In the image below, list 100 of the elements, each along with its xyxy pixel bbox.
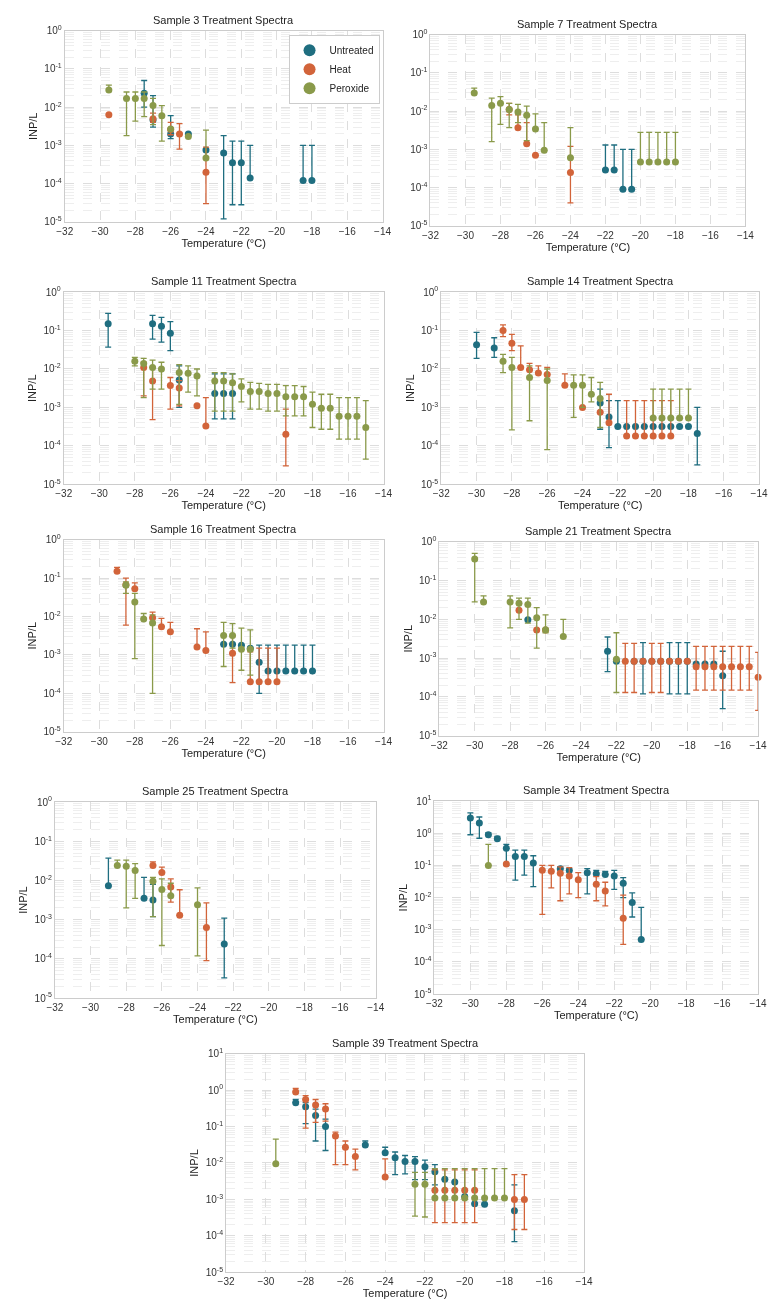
y-tick-label: 10$^{-2}$ <box>34 873 53 886</box>
x-tick-label: −22 <box>605 998 624 1010</box>
x-tick-label: −14 <box>575 1276 593 1288</box>
x-tick-label: −30 <box>257 1276 275 1288</box>
x-tick-label: −14 <box>367 1002 385 1014</box>
y-tick-label: 10$^{-2}$ <box>205 1156 224 1169</box>
x-tick-label: −26 <box>153 1002 171 1014</box>
x-tick-label: −32 <box>55 735 73 747</box>
x-tick-label: −24 <box>574 488 592 500</box>
y-tick-label: 10$^{-5}$ <box>44 215 62 228</box>
y-tick-label: 10$^{-1}$ <box>418 573 437 586</box>
y-tick-label: 10$^{1}$ <box>208 1046 224 1060</box>
legend-label: Untreated <box>329 45 374 57</box>
x-tick-label: −28 <box>126 488 144 500</box>
x-tick-label: −30 <box>82 1002 100 1014</box>
y-tick-label: 10$^{-1}$ <box>34 834 53 847</box>
x-tick-label: −20 <box>268 488 286 500</box>
y-tick-label: 10$^{0}$ <box>45 532 61 546</box>
y-tick-label: 10$^{-3}$ <box>420 400 439 413</box>
y-tick-label: 10$^{-2}$ <box>43 609 61 623</box>
y-tick-label: 10$^{-1}$ <box>414 858 432 871</box>
x-axis-title: Temperature (°C) <box>557 499 643 512</box>
y-tick-label: 10$^{0}$ <box>46 24 62 37</box>
x-tick-label: −20 <box>268 735 286 747</box>
y-tick-label: 10$^{-4}$ <box>205 1229 224 1242</box>
x-tick-label: −16 <box>338 225 357 237</box>
x-tick-label: −20 <box>641 998 660 1010</box>
y-tick-label: 10$^{-1}$ <box>43 571 61 584</box>
x-tick-label: −22 <box>232 735 251 747</box>
x-tick-label: −18 <box>678 739 697 751</box>
x-tick-label: −22 <box>416 1276 434 1288</box>
x-tick-label: −16 <box>713 998 732 1010</box>
x-tick-label: −32 <box>55 488 73 500</box>
legend-label: Heat <box>329 64 351 76</box>
x-tick-label: −26 <box>162 225 180 237</box>
y-tick-label: 10$^{-5}$ <box>418 729 437 742</box>
x-tick-label: −20 <box>631 229 650 241</box>
y-tick-label: 10$^{0}$ <box>423 285 439 298</box>
x-tick-label: −30 <box>90 488 109 500</box>
x-tick-label: −18 <box>303 735 322 747</box>
y-tick-label: 10$^{-3}$ <box>34 913 53 926</box>
y-axis-title: INP/L <box>26 374 39 402</box>
y-axis-title: INP/L <box>26 621 39 650</box>
x-tick-label: −26 <box>526 229 545 241</box>
y-tick-label: 10$^{-4}$ <box>410 180 428 194</box>
y-tick-label: 10$^{-5}$ <box>420 477 439 490</box>
x-tick-label: −28 <box>117 1002 136 1014</box>
x-tick-label: −28 <box>503 488 521 500</box>
y-tick-label: 10$^{-4}$ <box>44 176 62 190</box>
x-axis-title: Temperature (°C) <box>181 499 266 512</box>
x-tick-label: −28 <box>126 735 144 747</box>
y-tick-label: 10$^{0}$ <box>412 28 428 41</box>
y-tick-label: 10$^{-2}$ <box>410 104 428 117</box>
y-axis-title: INP/L <box>401 624 414 653</box>
x-tick-label: −16 <box>339 488 357 500</box>
x-tick-label: −16 <box>331 1002 349 1014</box>
chart-title: Sample 14 Treatment Spectra <box>527 275 675 287</box>
x-tick-label: −18 <box>677 998 696 1010</box>
x-tick-label: −32 <box>56 225 74 237</box>
x-tick-label: −22 <box>232 225 251 237</box>
x-tick-label: −22 <box>232 488 251 500</box>
x-tick-label: −14 <box>749 739 768 751</box>
x-tick-label: −16 <box>701 229 720 241</box>
x-tick-label: −14 <box>374 225 392 237</box>
x-tick-label: −24 <box>197 735 215 747</box>
y-tick-label: 10$^{-3}$ <box>205 1192 224 1205</box>
x-tick-label: −32 <box>46 1002 64 1014</box>
x-tick-label: −24 <box>197 488 215 500</box>
chart-title: Sample 39 Treatment Spectra <box>332 1037 480 1049</box>
x-tick-label: −28 <box>497 998 516 1010</box>
x-axis-title: Temperature (°C) <box>181 746 266 759</box>
x-tick-label: −22 <box>607 739 626 751</box>
x-tick-label: −24 <box>572 739 590 751</box>
x-tick-label: −20 <box>644 488 663 500</box>
x-tick-label: −18 <box>679 488 698 500</box>
x-tick-label: −18 <box>303 225 321 237</box>
y-tick-label: 10$^{-5}$ <box>414 987 432 1000</box>
x-tick-label: −24 <box>561 229 580 241</box>
y-tick-label: 10$^{-4}$ <box>43 439 61 452</box>
y-tick-label: 10$^{-4}$ <box>414 955 432 968</box>
y-tick-label: 10$^{-1}$ <box>43 323 61 337</box>
x-tick-label: −26 <box>533 998 552 1010</box>
y-tick-label: 10$^{-5}$ <box>34 991 53 1004</box>
x-tick-label: −14 <box>749 998 768 1010</box>
x-tick-label: −14 <box>375 488 393 500</box>
chart-title: Sample 34 Treatment Spectra <box>523 784 671 796</box>
y-axis-title: INP/L <box>27 112 40 141</box>
y-tick-label: 10$^{-3}$ <box>418 651 437 664</box>
x-tick-label: −24 <box>376 1276 395 1288</box>
x-tick-label: −20 <box>643 739 661 751</box>
x-tick-label: −24 <box>189 1002 207 1014</box>
x-tick-label: −22 <box>596 229 615 241</box>
y-tick-label: 10$^{-1}$ <box>44 62 62 75</box>
chart-title: Sample 3 Treatment Spectra <box>153 14 294 26</box>
y-axis-title: INP/L <box>403 374 416 402</box>
y-tick-label: 10$^{-1}$ <box>205 1119 224 1132</box>
y-tick-label: 10$^{-1}$ <box>420 323 439 337</box>
y-tick-label: 10$^{-4}$ <box>418 690 437 703</box>
y-axis-title: INP/L <box>396 883 409 912</box>
x-tick-label: −22 <box>224 1002 243 1014</box>
